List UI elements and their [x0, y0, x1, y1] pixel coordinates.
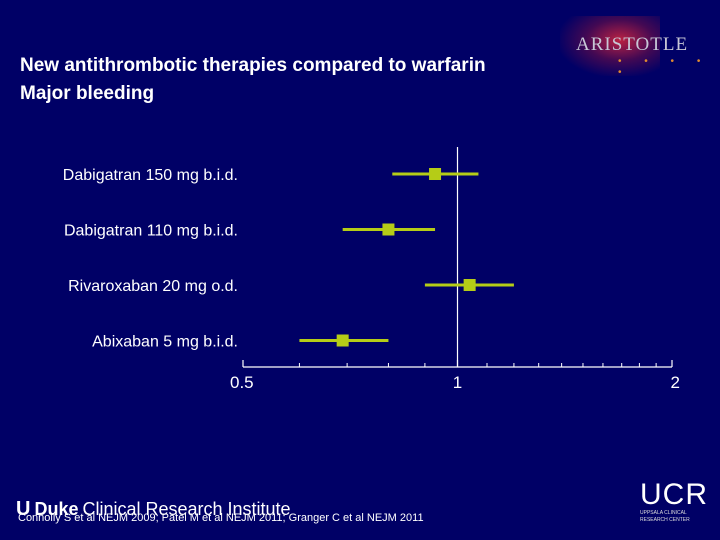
aristotle-logo-text: ARISTOTLE: [576, 34, 689, 55]
row-label: Rivaroxaban 20 mg o.d.: [68, 278, 238, 295]
point-estimate-marker: [463, 279, 476, 291]
x-axis-tick-label: 2: [671, 373, 680, 392]
point-estimate-marker: [429, 168, 442, 180]
x-axis-tick-label: 1: [453, 373, 462, 392]
row-label: Abixaban 5 mg b.i.d.: [92, 334, 238, 351]
ucr-logo-subtitle-1: Uppsala Clinical: [640, 510, 687, 516]
x-axis-tick-label: 0.5: [230, 373, 254, 392]
ucr-logo-text: UCR: [640, 478, 708, 511]
duke-logo: U Duke Clinical Research Institute: [16, 498, 291, 521]
duke-mark-icon: U: [16, 498, 31, 520]
title-line-2: Major bleeding: [20, 83, 155, 104]
aristotle-logo-dots: • • • • •: [618, 56, 711, 78]
point-estimate-marker: [382, 223, 395, 236]
title-line-1: New antithrombotic therapies compared to…: [20, 55, 486, 76]
aristotle-logo-glow: [560, 16, 660, 76]
ucr-logo: UCR Uppsala Clinical Research Center: [640, 480, 710, 524]
page-title: New antithrombotic therapies compared to…: [20, 52, 486, 108]
aristotle-logo: ARISTOTLE • • • • •: [560, 16, 720, 78]
citation: Connolly S et al NEJM 2009; Patel M et a…: [18, 512, 424, 524]
point-estimate-marker: [336, 334, 349, 347]
duke-logo-institute: Clinical Research Institute: [82, 499, 291, 519]
ucr-logo-subtitle-2: Research Center: [640, 517, 690, 523]
forest-plot-axis: 0.5 1 2: [230, 147, 680, 392]
duke-logo-name: Duke: [34, 499, 79, 519]
row-label: Dabigatran 110 mg b.i.d.: [64, 223, 238, 240]
row-label: Dabigatran 150 mg b.i.d.: [63, 167, 238, 184]
forest-plot-rows: Dabigatran 150 mg b.i.d. Dabigatran 110 m…: [63, 167, 514, 351]
